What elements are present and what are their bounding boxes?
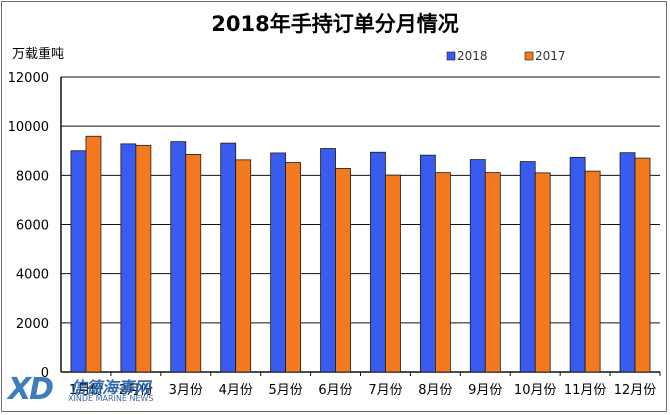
bar-2017-11	[584, 170, 601, 373]
y-axis-unit-label: 万载重吨	[12, 47, 65, 62]
legend-label-2017: 2017	[535, 49, 566, 63]
bar-2018-2	[120, 143, 137, 373]
bar-2018-5	[270, 152, 287, 373]
x-tick-label: 12月份	[614, 383, 657, 398]
x-tick-label: 2月份	[119, 383, 153, 398]
x-tick-label: 7月份	[368, 383, 402, 398]
bar-2018-12	[619, 152, 636, 373]
bar-2017-2	[135, 144, 152, 373]
x-tick-label: 9月份	[468, 383, 502, 398]
x-tick-label: 6月份	[318, 383, 352, 398]
watermark-cn-text: 信德海事网	[70, 378, 151, 397]
bar-2018-3	[170, 141, 187, 373]
watermark-logo: XD 信德海事网 XINDE MARINE NEWS	[8, 370, 168, 408]
y-tick-label: 0	[41, 366, 49, 381]
y-tick-label: 4000	[16, 268, 49, 283]
bar-2017-10	[534, 172, 551, 373]
y-tick-label: 12000	[8, 71, 49, 86]
bar-2017-12	[634, 157, 651, 373]
bar-2018-1	[70, 150, 87, 373]
bar-2018-9	[469, 159, 486, 373]
bar-2018-10	[519, 161, 536, 373]
bar-2017-3	[185, 154, 202, 373]
bar-2017-5	[285, 162, 302, 373]
y-tick-label: 2000	[16, 317, 49, 332]
bar-2018-8	[419, 154, 436, 373]
legend-label-2018: 2018	[457, 49, 488, 63]
bar-2017-4	[235, 159, 252, 373]
y-tick-label: 8000	[16, 169, 49, 184]
watermark-en-text: XINDE MARINE NEWS	[68, 394, 154, 403]
x-tick-label: 5月份	[268, 383, 302, 398]
x-tick-label: 10月份	[514, 383, 557, 398]
bar-2018-11	[569, 156, 586, 373]
bar-2017-8	[434, 172, 451, 373]
y-tick-label: 6000	[16, 219, 49, 234]
x-tick-label: 4月份	[219, 383, 253, 398]
watermark-mark: XD	[8, 372, 54, 407]
x-tick-label: 3月份	[169, 383, 203, 398]
bar-2017-7	[385, 174, 401, 373]
legend-swatch-2017	[524, 51, 534, 61]
bar-2018-6	[320, 148, 336, 373]
legend-swatch-2018	[446, 51, 456, 61]
bar-2017-9	[484, 172, 501, 373]
x-tick-label: 11月份	[564, 383, 607, 398]
x-tick-label: 1月份	[69, 383, 103, 398]
bar-2017-6	[335, 168, 351, 373]
chart-title: 2018年手持订单分月情况	[211, 12, 459, 36]
y-tick-label: 10000	[8, 120, 49, 135]
x-tick-label: 8月份	[418, 383, 452, 398]
bar-2017-1	[85, 135, 102, 373]
bar-2018-7	[370, 151, 386, 373]
bar-2018-4	[220, 142, 237, 373]
